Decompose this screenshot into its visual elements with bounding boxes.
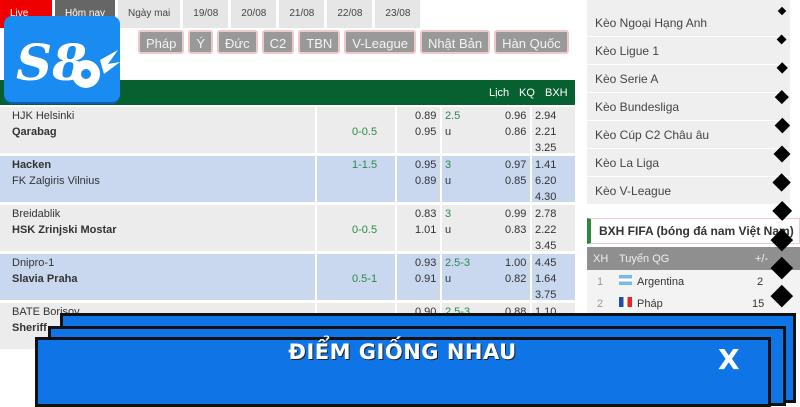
- odds: 0.99: [505, 208, 527, 220]
- tab-date[interactable]: 19/08: [183, 0, 229, 28]
- odds-1x2: 3.45: [535, 240, 557, 252]
- odds-1x2: 2.78: [535, 208, 557, 220]
- over-under: u: [445, 126, 452, 138]
- odds-1x2: 4.45: [535, 257, 557, 269]
- sidebar-item[interactable]: Kèo Ngoại Hạng Anh: [587, 10, 790, 37]
- fifa-table-header: XH Tuyển QG +/-: [587, 247, 800, 272]
- league-tab[interactable]: Nhật Bản: [419, 30, 491, 54]
- tab-tomorrow[interactable]: Ngày mai: [118, 0, 181, 28]
- rank: 1: [597, 276, 604, 288]
- sidebar-menu: [587, 0, 790, 205]
- league-tab[interactable]: Hàn Quốc: [494, 30, 569, 54]
- odds: 1.00: [505, 257, 527, 269]
- odds: 0.82: [505, 273, 527, 285]
- fifa-row: 1 Argentina 2: [587, 270, 800, 292]
- over-under: u: [445, 224, 452, 236]
- col-rank: XH: [593, 253, 609, 265]
- league-tab[interactable]: V-League: [344, 30, 416, 54]
- match-row[interactable]: Dnipro-1 Slavia Praha 0.5-1 0.93 0.91 2.5-3 u 1…: [0, 254, 575, 302]
- home-team[interactable]: Hacken: [12, 159, 52, 171]
- odds-1x2: 2.94: [535, 110, 557, 122]
- close-icon[interactable]: X: [718, 343, 740, 376]
- over-under: u: [445, 175, 452, 187]
- standings-link[interactable]: BXH: [545, 87, 568, 99]
- league-tab[interactable]: Ý: [188, 30, 214, 54]
- team: Argentina: [637, 276, 685, 288]
- home-team[interactable]: HJK Helsinki: [12, 110, 75, 122]
- s8-logo: S8: [4, 16, 120, 102]
- odds-1x2: 1.41: [535, 159, 557, 171]
- tab-date[interactable]: 22/08: [327, 0, 373, 28]
- results-link[interactable]: KQ: [519, 87, 535, 99]
- odds-1x2: 4.30: [535, 191, 557, 203]
- odds-1x2: 6.20: [535, 175, 557, 187]
- handicap: 1-1.5: [352, 159, 378, 171]
- over-under: 3: [445, 208, 452, 220]
- odds-1x2: 2.21: [535, 126, 557, 138]
- odds: 0.89: [415, 175, 437, 187]
- sidebar-item[interactable]: Kèo Cúp C2 Châu âu: [587, 122, 790, 149]
- odds: 0.95: [415, 126, 437, 138]
- diff: 15: [752, 298, 765, 310]
- league-tab[interactable]: Đức: [217, 30, 258, 54]
- tab-date[interactable]: 20/08: [231, 0, 277, 28]
- fifa-row: 2 Pháp 15: [587, 292, 800, 314]
- away-team[interactable]: Slavia Praha: [12, 273, 78, 285]
- schedule-link[interactable]: Lịch: [489, 87, 510, 99]
- match-row[interactable]: Hacken FK Zalgiris Vilnius 1-1.5 0.95 0.89 3 u…: [0, 156, 575, 204]
- odds: 0.96: [505, 110, 527, 122]
- france-flag-icon: [619, 297, 632, 307]
- over-under: 2.5: [445, 110, 461, 122]
- home-team[interactable]: Dnipro-1: [12, 257, 55, 269]
- sidebar-item[interactable]: Kèo La Liga: [587, 150, 790, 177]
- handicap: 0-0.5: [352, 126, 378, 138]
- banner-title: ĐIỂM GIỐNG NHAU: [288, 340, 517, 364]
- sidebar-item[interactable]: Kèo Serie A: [587, 66, 790, 93]
- odds-1x2: 2.22: [535, 224, 557, 236]
- odds: 0.86: [505, 126, 527, 138]
- odds: 0.95: [415, 159, 437, 171]
- odds: 0.93: [415, 257, 437, 269]
- away-team[interactable]: FK Zalgiris Vilnius: [12, 175, 100, 187]
- odds: 0.89: [415, 110, 437, 122]
- league-tab[interactable]: C2: [261, 30, 295, 54]
- league-tabs: Pháp Ý Đức C2 TBN V-League Nhật Bản Hàn …: [138, 30, 569, 54]
- team: Pháp: [637, 298, 663, 310]
- sidebar-item[interactable]: Kèo Bundesliga: [587, 94, 790, 121]
- home-team[interactable]: Breidablik: [12, 208, 61, 220]
- sidebar-item[interactable]: Kèo Ligue 1: [587, 38, 790, 65]
- sidebar-item[interactable]: Kèo V-League: [587, 178, 790, 205]
- odds: 0.91: [415, 273, 437, 285]
- rank: 2: [597, 298, 604, 310]
- odds-1x2: 3.75: [535, 289, 557, 301]
- handicap: 0-0.5: [352, 224, 378, 236]
- match-row[interactable]: HJK Helsinki Qarabag 0-0.5 0.89 0.95 2.5 u 0.96…: [0, 107, 575, 155]
- away-team[interactable]: HSK Zrinjski Mostar: [12, 224, 117, 236]
- argentina-flag-icon: [619, 275, 632, 285]
- odds-1x2: 3.25: [535, 142, 557, 154]
- tab-date[interactable]: 23/08: [375, 0, 421, 28]
- col-diff: +/-: [755, 253, 769, 265]
- odds: 0.97: [505, 159, 527, 171]
- over-under: 2.5-3: [445, 257, 471, 269]
- league-tab[interactable]: Pháp: [138, 30, 185, 54]
- away-team[interactable]: Qarabag: [12, 126, 57, 138]
- odds: 1.01: [415, 224, 437, 236]
- tab-date[interactable]: 21/08: [279, 0, 325, 28]
- odds: 0.83: [415, 208, 437, 220]
- diff: 2: [757, 276, 764, 288]
- odds: 0.83: [505, 224, 527, 236]
- odds-1x2: 1.64: [535, 273, 557, 285]
- match-row[interactable]: Breidablik HSK Zrinjski Mostar 0-0.5 0.83 1.…: [0, 205, 575, 253]
- away-team[interactable]: Sheriff: [12, 322, 47, 334]
- odds: 0.85: [505, 175, 527, 187]
- handicap: 0.5-1: [352, 273, 378, 285]
- col-team: Tuyển QG: [619, 253, 670, 265]
- over-under: u: [445, 273, 452, 285]
- league-tab[interactable]: TBN: [298, 30, 341, 54]
- fifa-ranking-title: BXH FIFA (bóng đá nam Việt Nam): [587, 218, 800, 244]
- over-under: 3: [445, 159, 452, 171]
